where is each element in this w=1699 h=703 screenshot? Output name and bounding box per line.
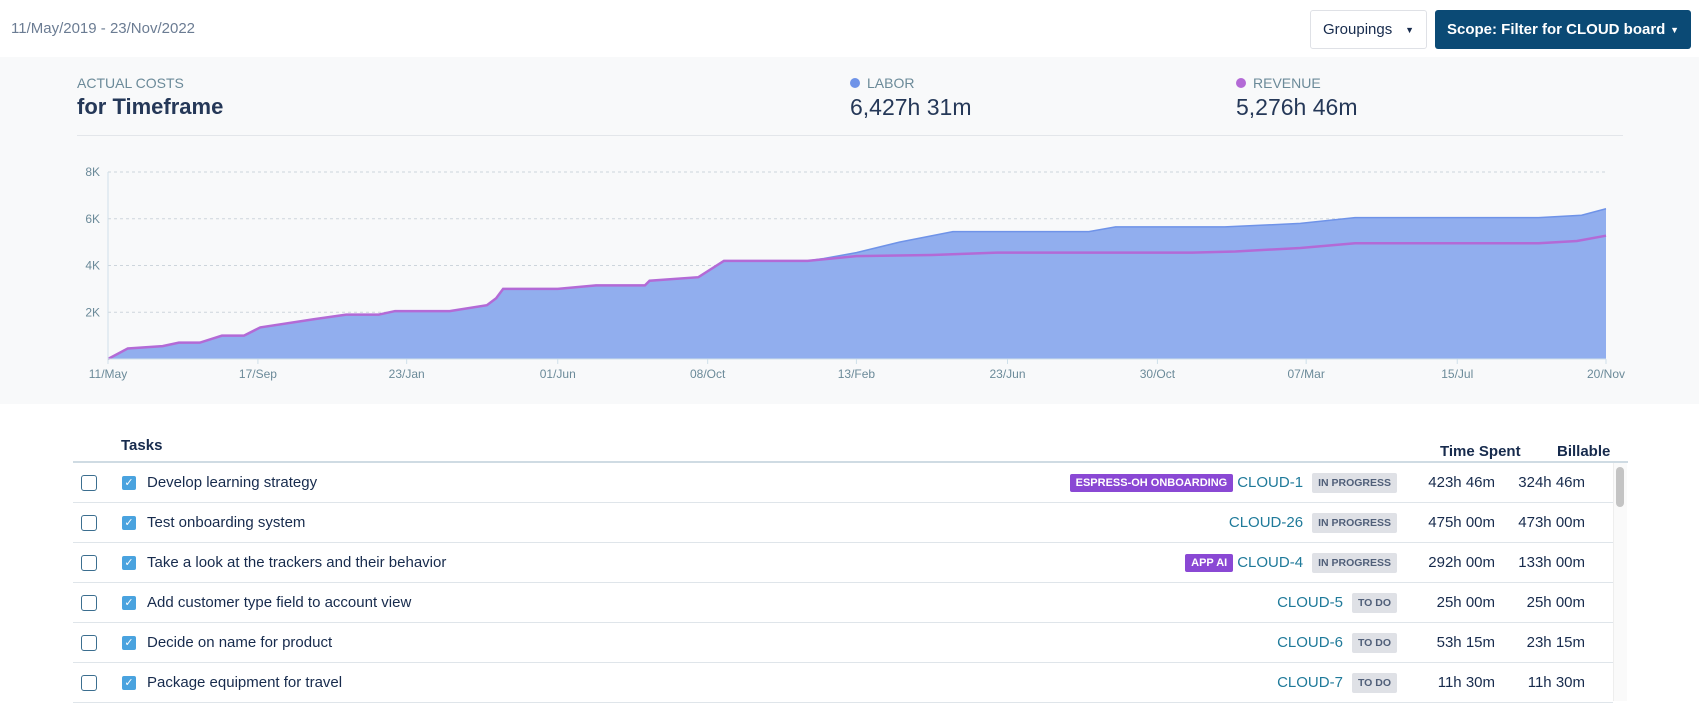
col-billable: Billable (1557, 443, 1611, 460)
revenue-legend: REVENUE (1236, 75, 1321, 91)
row-select-checkbox[interactable] (81, 594, 97, 611)
x-tick-label: 11/May (89, 367, 127, 381)
task-name[interactable]: Take a look at the trackers and their be… (147, 554, 447, 571)
revenue-line (107, 234, 1607, 361)
groupings-label: Groupings (1323, 21, 1393, 38)
time-spent: 53h 15m (1436, 634, 1495, 651)
x-tick-label: 07/Mar (1287, 367, 1324, 381)
time-spent: 25h 00m (1436, 594, 1495, 611)
table-row[interactable]: ✓ Add customer type field to account vie… (73, 583, 1613, 623)
x-tick-label: 17/Sep (239, 367, 277, 381)
scrollbar-thumb[interactable] (1616, 467, 1624, 507)
status-badge: IN PROGRESS (1312, 552, 1397, 573)
issue-key-link[interactable]: CLOUD-7 (1277, 674, 1343, 691)
time-spent: 423h 46m (1428, 474, 1495, 491)
billable: 133h 00m (1518, 554, 1585, 571)
y-tick-label: 4K (85, 259, 100, 273)
row-select-checkbox[interactable] (81, 634, 97, 651)
labor-label: LABOR (867, 75, 915, 91)
labor-value: 6,427h 31m (850, 94, 972, 120)
x-tick-label: 23/Jan (389, 367, 425, 381)
revenue-dot-icon (1236, 78, 1246, 88)
table-header-line (73, 461, 1628, 463)
col-tasks: Tasks (121, 437, 163, 454)
table-row[interactable]: ✓ Take a look at the trackers and their … (73, 543, 1613, 583)
issue-key-link[interactable]: CLOUD-26 (1228, 514, 1304, 531)
cost-chart: 2K 4K 6K 8K 11/May 17/Sep 23/Jan 01/Jun 08/Oct 13… (85, 165, 1625, 381)
actual-costs-label: ACTUAL COSTS (77, 75, 184, 91)
scope-label: Scope: Filter for CLOUD board (1447, 21, 1666, 38)
labor-dot-icon (850, 78, 860, 88)
timeframe-title: for Timeframe (77, 94, 224, 119)
issue-key-link[interactable]: CLOUD-5 (1277, 594, 1343, 611)
task-name[interactable]: Package equipment for travel (147, 674, 343, 691)
status-badge: IN PROGRESS (1312, 512, 1397, 533)
table-row[interactable]: ✓ Decide on name for product CLOUD-6 TO … (73, 623, 1613, 663)
revenue-value: 5,276h 46m (1236, 94, 1358, 120)
task-name[interactable]: Add customer type field to account view (147, 594, 412, 611)
x-tick-label: 15/Jul (1441, 367, 1473, 381)
billable: 25h 00m (1526, 594, 1585, 611)
date-range: 11/May/2019 - 23/Nov/2022 (11, 20, 196, 37)
task-checkbox-icon: ✓ (122, 475, 136, 490)
billable: 473h 00m (1518, 514, 1585, 531)
labor-legend: LABOR (850, 75, 914, 91)
status-badge: IN PROGRESS (1312, 472, 1397, 493)
x-tick-label: 13/Feb (838, 367, 876, 381)
labor-area (108, 208, 1606, 359)
task-name[interactable]: Test onboarding system (147, 514, 306, 531)
row-select-checkbox[interactable] (81, 474, 97, 491)
divider (77, 135, 1623, 136)
issue-key-link[interactable]: CLOUD-1 (1237, 474, 1304, 491)
billable: 11h 30m (1527, 674, 1585, 691)
y-tick-label: 6K (85, 212, 100, 226)
x-tick-label: 08/Oct (690, 367, 726, 381)
task-checkbox-icon: ✓ (122, 595, 136, 610)
x-tick-label: 01/Jun (540, 367, 576, 381)
epic-badge: APP AI (1185, 553, 1234, 572)
caret-down-icon: ▼ (1405, 24, 1414, 35)
x-tick-label: 23/Jun (989, 367, 1025, 381)
task-checkbox-icon: ✓ (122, 635, 136, 650)
time-spent: 292h 00m (1428, 554, 1495, 571)
issue-key-link[interactable]: CLOUD-6 (1277, 634, 1343, 651)
row-select-checkbox[interactable] (81, 674, 97, 691)
groupings-dropdown[interactable]: Groupings ▼ (1310, 10, 1427, 49)
task-checkbox-icon: ✓ (122, 675, 136, 690)
status-badge: TO DO (1351, 632, 1397, 653)
billable: 324h 46m (1518, 474, 1585, 491)
y-tick-label: 8K (85, 165, 100, 179)
scrollbar[interactable] (1613, 463, 1627, 701)
y-tick-label: 2K (85, 305, 100, 319)
task-checkbox-icon: ✓ (122, 555, 136, 570)
table-row[interactable]: ✓ Package equipment for travel CLOUD-7 T… (73, 663, 1613, 703)
table-row[interactable]: ✓ Test onboarding system CLOUD-26 IN PRO… (73, 503, 1613, 543)
revenue-label: REVENUE (1253, 75, 1321, 91)
task-name[interactable]: Decide on name for product (147, 634, 333, 651)
status-badge: TO DO (1351, 672, 1397, 693)
row-select-checkbox[interactable] (81, 514, 97, 531)
status-badge: TO DO (1351, 592, 1397, 613)
scope-dropdown[interactable]: Scope: Filter for CLOUD board ▼ (1435, 10, 1691, 49)
task-checkbox-icon: ✓ (122, 515, 136, 530)
x-tick-label: 30/Oct (1140, 367, 1176, 381)
x-tick-label: 20/Nov (1587, 367, 1625, 381)
time-spent: 475h 00m (1428, 514, 1495, 531)
issue-key-link[interactable]: CLOUD-4 (1237, 554, 1304, 571)
epic-badge: ESPRESS-OH ONBOARDING (1069, 473, 1234, 492)
col-time-spent: Time Spent (1440, 443, 1521, 460)
table-row[interactable]: ✓ Develop learning strategy ESPRESS-OH O… (73, 463, 1613, 503)
time-spent: 11h 30m (1437, 674, 1495, 691)
row-select-checkbox[interactable] (81, 554, 97, 571)
billable: 23h 15m (1526, 634, 1585, 651)
caret-down-icon: ▼ (1670, 24, 1679, 35)
task-name[interactable]: Develop learning strategy (147, 474, 318, 491)
